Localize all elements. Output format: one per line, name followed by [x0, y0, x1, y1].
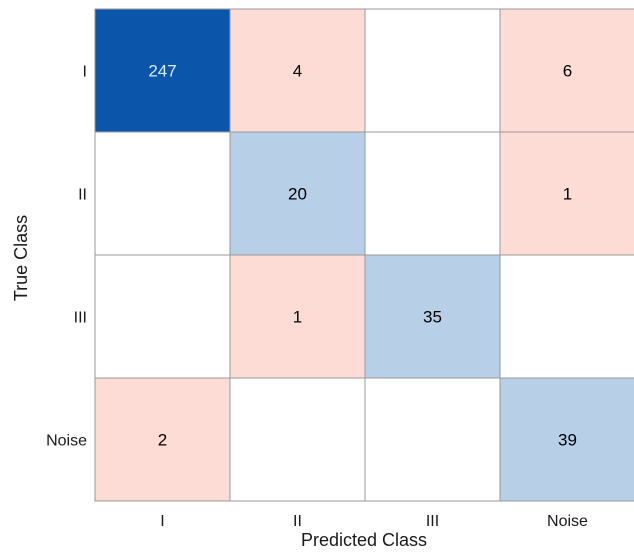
cell-value-label: 1 [293, 308, 302, 327]
matrix-cell [364, 131, 501, 256]
cells-layer [94, 8, 634, 502]
matrix-cell [229, 377, 366, 502]
matrix-cell [229, 8, 366, 133]
matrix-cell [364, 8, 501, 133]
y-tick-label: II [78, 187, 87, 204]
cell-value-label: 39 [558, 431, 577, 450]
y-tick-label: I [83, 64, 87, 81]
matrix-cell [94, 254, 231, 379]
matrix-cell [94, 377, 231, 502]
x-tick-label: I [160, 513, 164, 530]
cell-value-label: 4 [293, 62, 302, 81]
matrix-cell [499, 254, 634, 379]
cell-value-label: 1 [563, 185, 572, 204]
y-tick-label: III [74, 310, 87, 327]
matrix-cell [499, 131, 634, 256]
matrix-cell [229, 131, 366, 256]
y-axis-title: True Class [11, 215, 31, 301]
cell-value-label: 20 [288, 185, 307, 204]
cell-value-label: 2 [158, 431, 167, 450]
matrix-cell [94, 131, 231, 256]
x-axis-title: Predicted Class [301, 530, 427, 550]
matrix-cell [364, 377, 501, 502]
cell-value-label: 247 [148, 62, 176, 81]
cell-value-label: 35 [423, 308, 442, 327]
matrix-cell [499, 377, 634, 502]
matrix-cell [94, 8, 231, 133]
y-tick-label: Noise [46, 433, 87, 450]
x-tick-label: III [426, 513, 439, 530]
x-tick-label: II [293, 513, 302, 530]
cell-value-label: 6 [563, 62, 572, 81]
x-tick-label: Noise [547, 513, 588, 530]
